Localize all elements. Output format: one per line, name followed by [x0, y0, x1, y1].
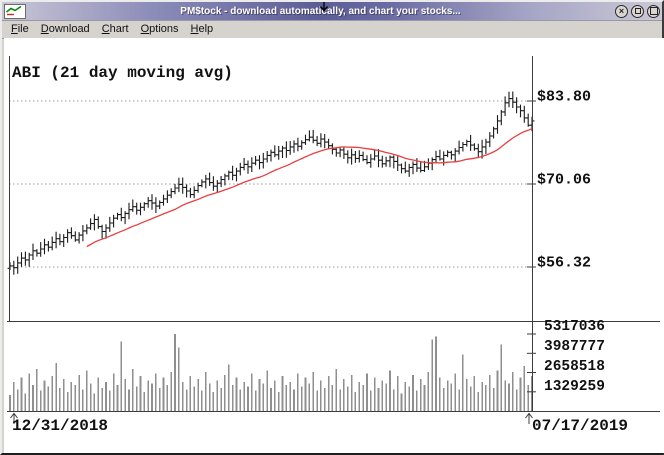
chart-area: ABI (21 day moving avg) $83.80 $70.06 $5…: [4, 38, 664, 453]
menu-download[interactable]: Download: [40, 23, 90, 35]
price-label-56-32: $56.32: [537, 255, 591, 272]
right-axis-ticks: [527, 100, 536, 393]
volume-label-4: 1329259: [544, 379, 605, 395]
menu-help[interactable]: Help: [190, 23, 214, 35]
app-icon: [4, 3, 26, 19]
volume-label-1: 5317036: [544, 319, 605, 335]
end-date-arrow-icon: [525, 412, 533, 424]
restore-icon: [634, 8, 641, 14]
window-title: PM$tock - download automatically, and ch…: [180, 5, 461, 17]
volume-bars: [9, 334, 533, 411]
moving-average-line: [86, 128, 533, 248]
maximize-button[interactable]: [647, 4, 660, 18]
close-button[interactable]: ×: [615, 4, 628, 18]
chart-title: ABI (21 day moving avg): [12, 64, 233, 82]
menu-bar: File Download Chart Options Help: [2, 21, 662, 39]
close-icon: ×: [618, 5, 625, 16]
window-controls: ×: [615, 4, 660, 18]
end-date-label: 07/17/2019: [532, 417, 628, 435]
menu-file[interactable]: File: [11, 23, 29, 35]
title-bar[interactable]: PM$tock - download automatically, and ch…: [2, 2, 662, 21]
start-date-arrow-icon: [10, 412, 18, 424]
volume-label-2: 3987777: [544, 339, 605, 355]
restore-button[interactable]: [631, 4, 644, 18]
start-date-label: 12/31/2018: [12, 417, 108, 435]
price-label-70-06: $70.06: [537, 172, 591, 189]
menu-chart[interactable]: Chart: [101, 23, 129, 35]
price-label-83-80: $83.80: [537, 89, 591, 106]
price-gridlines: [9, 100, 532, 268]
volume-label-3: 2658518: [544, 359, 605, 375]
maximize-icon: [649, 7, 658, 15]
ohlc-price-bars: [7, 91, 535, 275]
menu-options[interactable]: Options: [140, 23, 179, 35]
stock-chart: ABI (21 day moving avg) $83.80 $70.06 $5…: [7, 56, 660, 435]
